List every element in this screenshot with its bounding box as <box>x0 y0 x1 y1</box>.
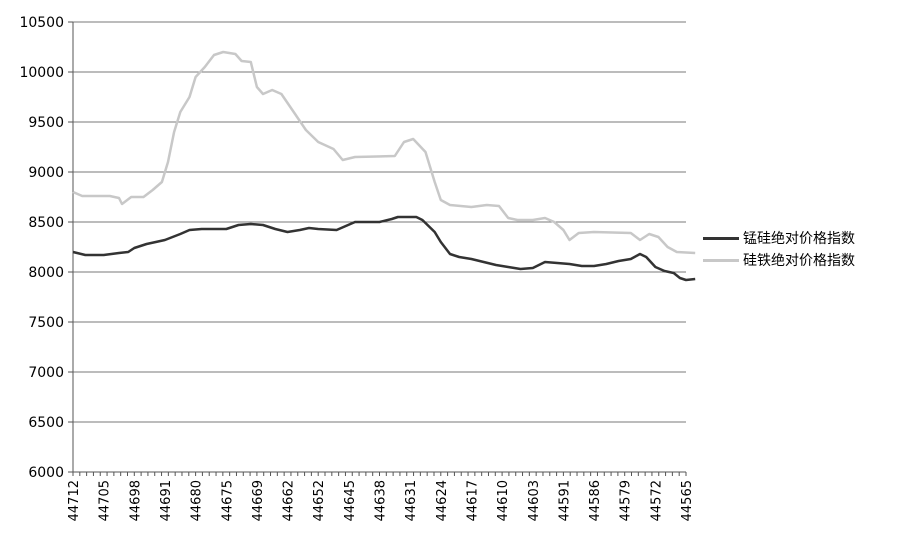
x-tick-label-19: 44572 <box>649 480 664 521</box>
x-tick-label-6: 44669 <box>251 480 266 521</box>
y-tick-label-9: 10500 <box>19 15 64 31</box>
y-tick-label-8: 10000 <box>19 65 64 81</box>
x-tick-label-1: 44705 <box>98 480 113 521</box>
legend-swatch-1 <box>703 258 739 262</box>
legend: 锰硅绝对价格指数 硅铁绝对价格指数 <box>703 227 855 271</box>
x-tick-label-4: 44680 <box>190 480 205 521</box>
y-tick-label-4: 8000 <box>28 265 64 281</box>
x-tick-label-5: 44675 <box>220 480 235 521</box>
legend-entry-0: 锰硅绝对价格指数 <box>703 227 855 249</box>
x-tick-label-13: 44617 <box>465 480 480 521</box>
axes <box>72 22 687 476</box>
grid-lines <box>68 21 686 473</box>
x-tick-label-14: 44610 <box>496 480 511 521</box>
x-tick-label-9: 44645 <box>343 480 358 521</box>
series-line-0 <box>72 215 696 282</box>
x-tick-label-12: 44624 <box>435 480 450 521</box>
x-tick-label-18: 44579 <box>619 480 634 521</box>
x-tick-label-7: 44662 <box>282 480 297 521</box>
x-tick-label-0: 44712 <box>67 480 82 521</box>
x-tick-label-16: 44591 <box>557 480 572 521</box>
x-tick-label-8: 44652 <box>312 480 327 521</box>
x-tick-label-10: 44638 <box>374 480 389 521</box>
y-tick-label-5: 8500 <box>28 215 64 231</box>
series-lines <box>72 50 696 282</box>
legend-label-1: 硅铁绝对价格指数 <box>743 253 855 269</box>
x-tick-label-20: 44565 <box>680 480 695 521</box>
x-tick-labels: 44712 44705 44698 44691 44680 44675 44669 44662… <box>67 480 695 521</box>
x-tick-label-11: 44631 <box>404 480 419 521</box>
y-tick-label-1: 6500 <box>28 415 64 431</box>
x-tick-label-17: 44586 <box>588 480 603 521</box>
y-tick-label-2: 7000 <box>28 365 64 381</box>
legend-label-0: 锰硅绝对价格指数 <box>743 231 855 247</box>
y-tick-label-0: 6000 <box>28 465 64 481</box>
x-tick-label-2: 44698 <box>128 480 143 521</box>
legend-entry-1: 硅铁绝对价格指数 <box>703 249 855 271</box>
y-tick-label-3: 7500 <box>28 315 64 331</box>
x-tick-label-15: 44603 <box>527 480 542 521</box>
series-line-1 <box>72 50 696 255</box>
y-tick-label-7: 9500 <box>28 115 64 131</box>
y-tick-label-6: 9000 <box>28 165 64 181</box>
x-tick-label-3: 44691 <box>159 480 174 521</box>
legend-swatch-0 <box>703 236 739 240</box>
y-tick-labels: 6000 6500 7000 7500 8000 8500 9000 9500 10000 105… <box>19 15 64 481</box>
